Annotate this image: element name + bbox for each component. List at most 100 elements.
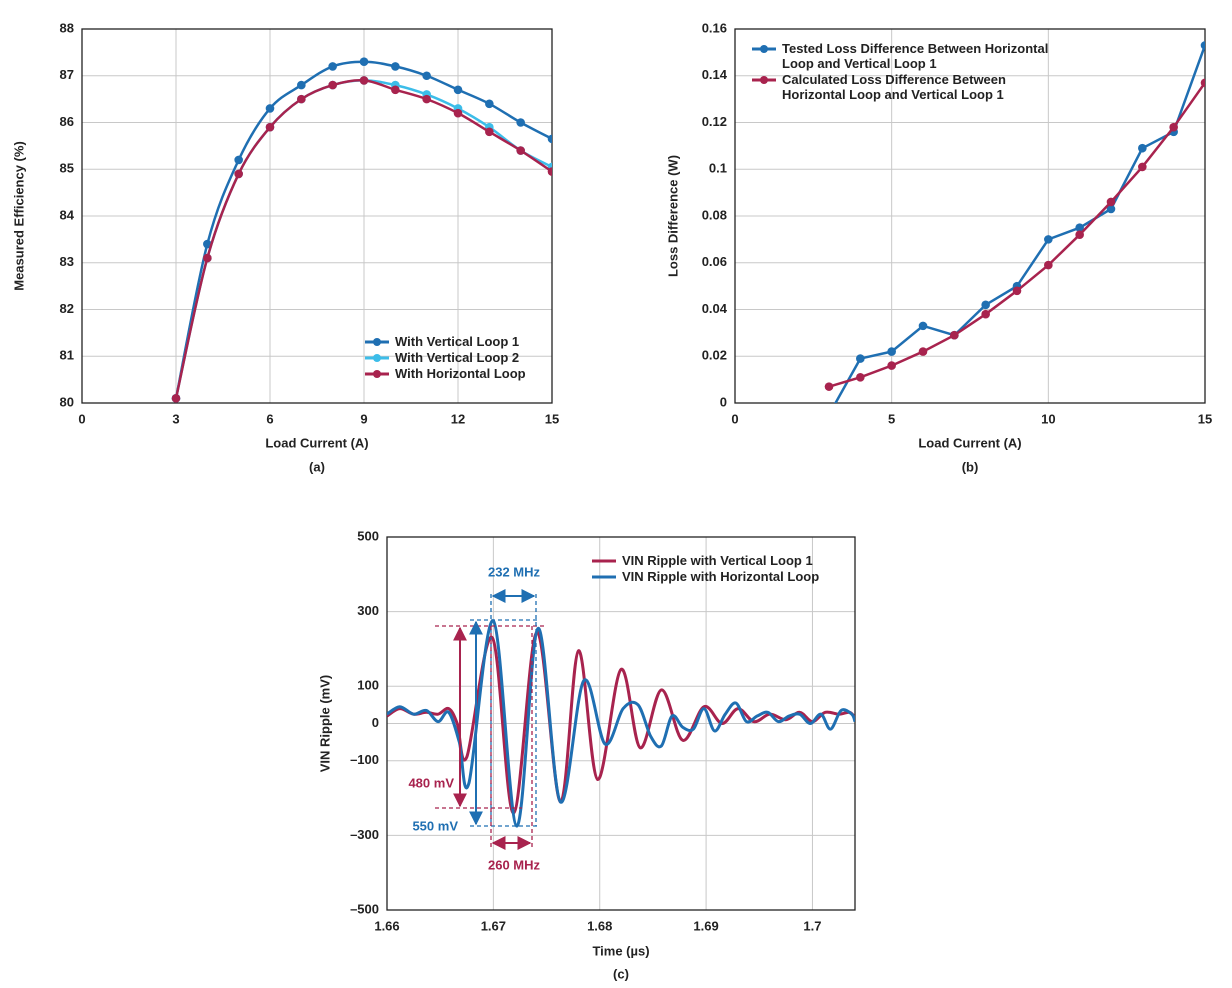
data-point [1075, 223, 1084, 232]
plot-area [824, 41, 1205, 419]
legend-label: Calculated Loss Difference Between Horiz… [782, 72, 1006, 102]
y-tick-label: 0.14 [702, 67, 728, 82]
legend-swatch [592, 559, 616, 563]
data-point [391, 62, 400, 71]
legend-label: With Horizontal Loop [395, 366, 526, 381]
x-tick-label: 0 [78, 411, 85, 426]
legend-label: With Vertical Loop 1 [395, 334, 520, 349]
data-point [234, 169, 243, 179]
x-axis-label: Time (µs) [592, 943, 649, 958]
legend-label: With Vertical Loop 2 [395, 350, 520, 365]
y-tick-label: 0.06 [702, 254, 727, 269]
chart: 0 0.02 0.04 0.06 0.08 0.1 0.12 0.14 0.16 0 5 10 15 Lo… [665, 20, 1212, 474]
annotation: 232 MHz [488, 564, 541, 579]
data-point [297, 80, 306, 90]
y-tick-label: 86 [60, 114, 74, 129]
x-tick-label: 6 [266, 411, 273, 426]
data-point [1044, 235, 1053, 244]
y-axis-label: VIN Ripple (mV) [317, 675, 332, 773]
data-point [1138, 143, 1147, 153]
y-tick-label: 0.08 [702, 207, 727, 222]
series-line [387, 630, 855, 815]
annotation: 480 mV [408, 775, 454, 790]
data-point [981, 309, 990, 319]
legend-label: VIN Ripple with Vertical Loop 1 [622, 553, 813, 568]
data-point [234, 155, 243, 165]
data-point [1138, 162, 1147, 172]
y-tick-label: 87 [60, 67, 74, 82]
legend-item: VIN Ripple with Horizontal Loop [590, 569, 860, 584]
y-tick-label: 80 [60, 394, 74, 409]
y-tick-label: 0.02 [702, 348, 727, 363]
data-point [1169, 122, 1178, 132]
x-tick-label: 10 [1041, 411, 1055, 426]
chart: –500 –300 –100 0 100 300 500 1.66 1.67 1.68 1.69 1.… [317, 528, 856, 981]
x-tick-label: 5 [888, 411, 895, 426]
data-point [516, 146, 525, 155]
y-tick-label: 500 [357, 528, 379, 543]
annotation: 550 mV [412, 818, 458, 833]
legend: VIN Ripple with Vertical Loop 1 VIN Rippl… [590, 553, 860, 585]
legend-swatch [752, 76, 776, 84]
data-point [1106, 204, 1116, 214]
y-tick-label: 0.1 [709, 161, 727, 176]
swatch-dot [373, 338, 381, 346]
legend-item: With Vertical Loop 1 [363, 334, 563, 349]
x-axis-label: Load Current (A) [918, 435, 1021, 450]
x-tick-label: 1.7 [803, 918, 821, 933]
data-point [950, 330, 959, 340]
data-point [265, 104, 275, 113]
plot-frame [734, 28, 1206, 404]
data-point [1200, 78, 1205, 88]
data-point [547, 134, 552, 144]
data-point [391, 85, 400, 95]
data-point [824, 382, 834, 391]
y-tick-label: 0.16 [702, 20, 727, 35]
data-point [918, 321, 928, 331]
x-axis-label: Load Current (A) [265, 435, 368, 450]
swatch-dot [373, 370, 381, 378]
legend-swatch [365, 354, 389, 362]
chart: 80 81 82 83 84 85 86 87 88 0 3 6 9 12 15 Load Current (… [11, 20, 559, 474]
data-point [453, 108, 463, 118]
y-tick-label: 0 [720, 394, 727, 409]
data-point [1106, 197, 1116, 207]
data-point [1200, 41, 1205, 50]
y-tick-label: 85 [60, 161, 74, 176]
x-tick-label: 0 [731, 411, 738, 426]
legend-swatch [365, 338, 389, 346]
data-point [171, 394, 181, 403]
legend-swatch [592, 575, 616, 579]
y-tick-label: 0 [372, 715, 379, 730]
caption: (b) [962, 459, 979, 474]
data-point [328, 62, 337, 71]
y-tick-label: –500 [350, 901, 379, 916]
y-tick-label: 83 [60, 254, 74, 269]
y-tick-label: 81 [60, 348, 74, 363]
legend-label: Tested Loss Difference Between Horizonta… [782, 41, 1049, 71]
data-point [485, 127, 494, 137]
x-tick-label: 1.69 [693, 918, 718, 933]
data-point [887, 361, 896, 370]
data-point [359, 76, 369, 85]
legend-item: Calculated Loss Difference Between Horiz… [750, 72, 1050, 102]
legend-item: VIN Ripple with Vertical Loop 1 [590, 553, 860, 568]
data-point [516, 118, 525, 127]
data-point [1044, 260, 1053, 270]
x-tick-label: 15 [1198, 411, 1212, 426]
data-point [825, 410, 834, 419]
data-point [422, 71, 431, 81]
x-tick-label: 1.68 [587, 918, 612, 933]
x-tick-label: 12 [451, 411, 465, 426]
y-tick-label: 100 [357, 678, 379, 693]
legend: Tested Loss Difference Between Horizonta… [750, 41, 1050, 103]
data-point [485, 99, 494, 109]
legend-item: Tested Loss Difference Between Horizonta… [750, 41, 1050, 71]
legend-item: With Horizontal Loop [363, 366, 563, 381]
legend: With Vertical Loop 1 With Vertical Loop 2… [363, 334, 563, 382]
data-point [453, 85, 463, 95]
legend-swatch [752, 45, 776, 53]
legend-swatch [365, 370, 389, 378]
caption: (a) [309, 459, 325, 474]
